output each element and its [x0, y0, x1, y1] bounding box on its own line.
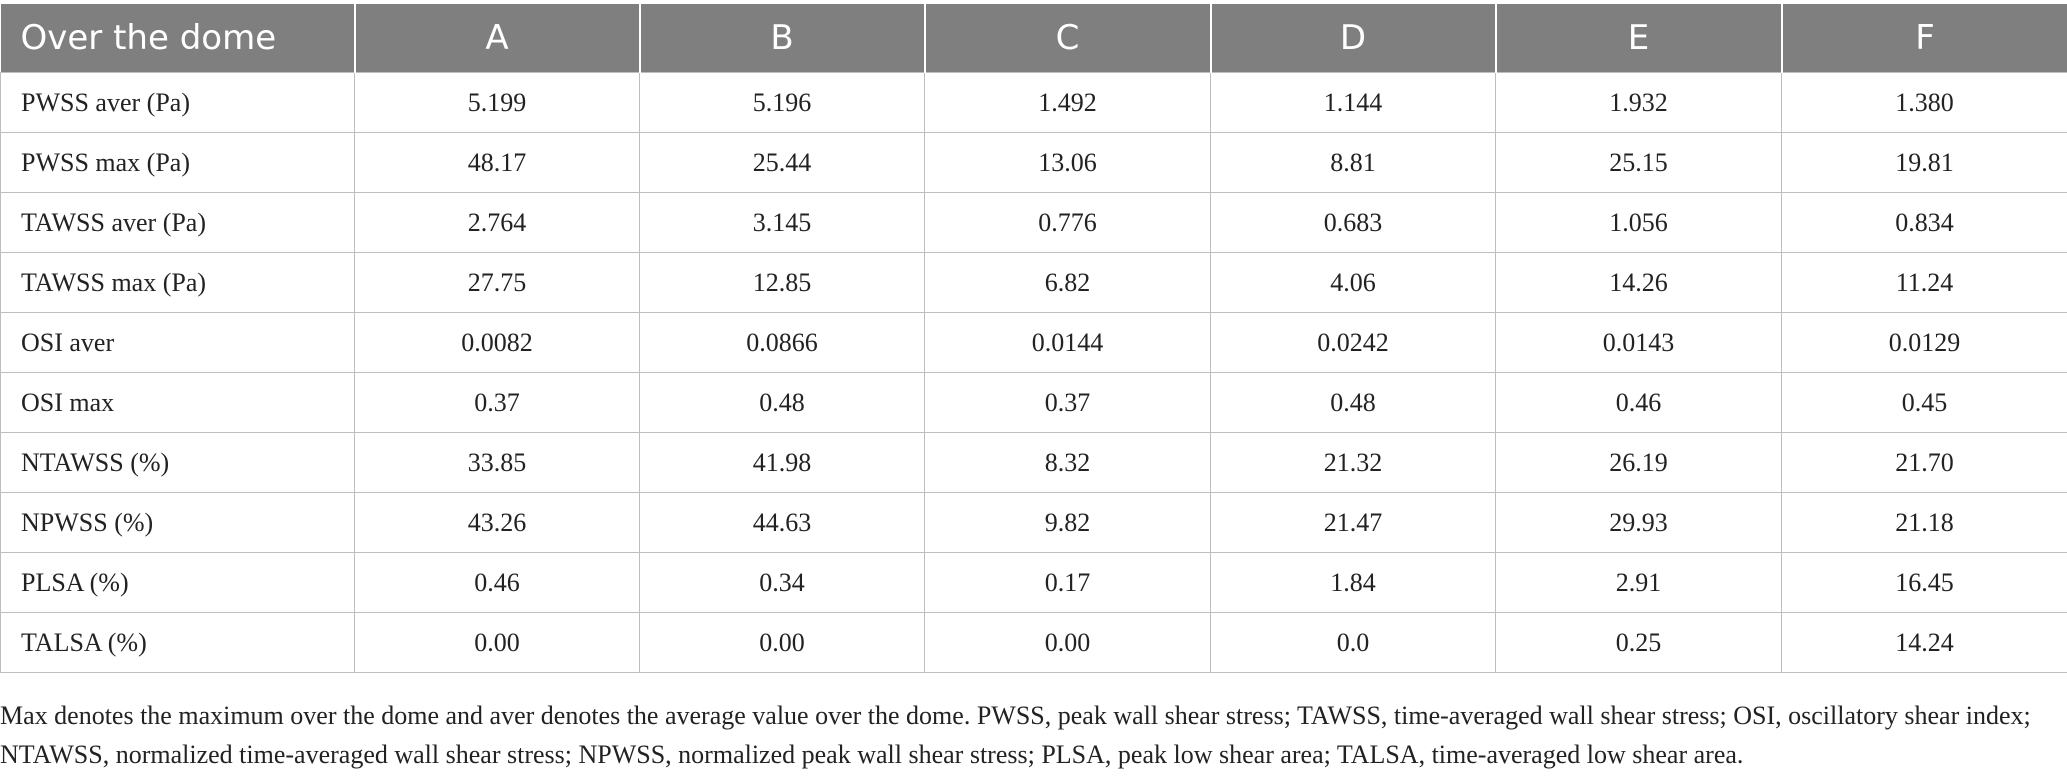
- column-header: B: [639, 4, 926, 73]
- table-row: PLSA (%) 0.46 0.34 0.17 1.84 2.91 16.45: [0, 552, 2067, 613]
- row-label: TALSA (%): [0, 612, 355, 673]
- table-container: Over the dome A B C D E F PWSS aver (Pa)…: [0, 4, 2067, 673]
- table-cell: 9.82: [924, 492, 1211, 553]
- table-cell: 0.37: [354, 372, 640, 433]
- table-cell: 0.46: [1495, 372, 1782, 433]
- table-cell: 1.144: [1210, 72, 1496, 133]
- table-cell: 0.0144: [924, 312, 1211, 373]
- table-cell: 25.15: [1495, 132, 1782, 193]
- table-cell: 25.44: [639, 132, 925, 193]
- table-cell: 13.06: [924, 132, 1211, 193]
- table-cell: 43.26: [354, 492, 640, 553]
- table-cell: 2.91: [1495, 552, 1782, 613]
- table-cell: 0.25: [1495, 612, 1782, 673]
- results-table: Over the dome A B C D E F PWSS aver (Pa)…: [0, 4, 2067, 673]
- table-cell: 5.199: [354, 72, 640, 133]
- table-cell: 0.0242: [1210, 312, 1496, 373]
- table-cell: 14.26: [1495, 252, 1782, 313]
- column-header: F: [1781, 4, 2067, 73]
- column-header: Over the dome: [0, 4, 356, 73]
- row-label: OSI max: [0, 372, 355, 433]
- row-label: TAWSS aver (Pa): [0, 192, 355, 253]
- row-label: PLSA (%): [0, 552, 355, 613]
- table-row: OSI aver 0.0082 0.0866 0.0144 0.0242 0.0…: [0, 312, 2067, 373]
- table-cell: 33.85: [354, 432, 640, 493]
- row-label: NPWSS (%): [0, 492, 355, 553]
- table-cell: 0.45: [1781, 372, 2067, 433]
- table-cell: 0.0866: [639, 312, 925, 373]
- table-row: TALSA (%) 0.00 0.00 0.00 0.0 0.25 14.24: [0, 612, 2067, 673]
- table-row: NPWSS (%) 43.26 44.63 9.82 21.47 29.93 2…: [0, 492, 2067, 553]
- table-cell: 1.492: [924, 72, 1211, 133]
- table-cell: 8.32: [924, 432, 1211, 493]
- table-cell: 0.00: [354, 612, 640, 673]
- column-header: C: [924, 4, 1212, 73]
- table-row: TAWSS max (Pa) 27.75 12.85 6.82 4.06 14.…: [0, 252, 2067, 313]
- table-cell: 5.196: [639, 72, 925, 133]
- table-cell: 26.19: [1495, 432, 1782, 493]
- table-cell: 0.48: [639, 372, 925, 433]
- row-label: PWSS max (Pa): [0, 132, 355, 193]
- table-cell: 21.18: [1781, 492, 2067, 553]
- table-cell: 12.85: [639, 252, 925, 313]
- table-cell: 21.47: [1210, 492, 1496, 553]
- table-cell: 14.24: [1781, 612, 2067, 673]
- table-cell: 0.0082: [354, 312, 640, 373]
- table-cell: 8.81: [1210, 132, 1496, 193]
- table-cell: 2.764: [354, 192, 640, 253]
- table-cell: 1.380: [1781, 72, 2067, 133]
- table-cell: 0.00: [639, 612, 925, 673]
- table-cell: 21.32: [1210, 432, 1496, 493]
- column-header: D: [1210, 4, 1497, 73]
- table-cell: 0.17: [924, 552, 1211, 613]
- table-cell: 4.06: [1210, 252, 1496, 313]
- table-cell: 1.056: [1495, 192, 1782, 253]
- table-cell: 1.932: [1495, 72, 1782, 133]
- table-cell: 0.0: [1210, 612, 1496, 673]
- row-label: OSI aver: [0, 312, 355, 373]
- table-cell: 0.48: [1210, 372, 1496, 433]
- row-label: TAWSS max (Pa): [0, 252, 355, 313]
- table-cell: 0.00: [924, 612, 1211, 673]
- table-cell: 29.93: [1495, 492, 1782, 553]
- table-cell: 0.683: [1210, 192, 1496, 253]
- table-row: TAWSS aver (Pa) 2.764 3.145 0.776 0.683 …: [0, 192, 2067, 253]
- table-cell: 1.84: [1210, 552, 1496, 613]
- table-cell: 0.37: [924, 372, 1211, 433]
- table-cell: 16.45: [1781, 552, 2067, 613]
- column-header: E: [1495, 4, 1783, 73]
- table-cell: 11.24: [1781, 252, 2067, 313]
- table-row: NTAWSS (%) 33.85 41.98 8.32 21.32 26.19 …: [0, 432, 2067, 493]
- row-label: PWSS aver (Pa): [0, 72, 355, 133]
- table-cell: 0.834: [1781, 192, 2067, 253]
- table-row: OSI max 0.37 0.48 0.37 0.48 0.46 0.45: [0, 372, 2067, 433]
- table-cell: 0.0143: [1495, 312, 1782, 373]
- table-cell: 0.776: [924, 192, 1211, 253]
- table-cell: 44.63: [639, 492, 925, 553]
- column-header: A: [354, 4, 641, 73]
- table-row: PWSS aver (Pa) 5.199 5.196 1.492 1.144 1…: [0, 72, 2067, 133]
- table-cell: 48.17: [354, 132, 640, 193]
- table-cell: 0.34: [639, 552, 925, 613]
- table-cell: 0.0129: [1781, 312, 2067, 373]
- row-label: NTAWSS (%): [0, 432, 355, 493]
- table-cell: 0.46: [354, 552, 640, 613]
- table-cell: 19.81: [1781, 132, 2067, 193]
- table-cell: 3.145: [639, 192, 925, 253]
- table-cell: 41.98: [639, 432, 925, 493]
- table-row: PWSS max (Pa) 48.17 25.44 13.06 8.81 25.…: [0, 132, 2067, 193]
- table-cell: 21.70: [1781, 432, 2067, 493]
- table-cell: 27.75: [354, 252, 640, 313]
- header-row: Over the dome A B C D E F: [0, 4, 2067, 73]
- table-cell: 6.82: [924, 252, 1211, 313]
- table-footnote: Max denotes the maximum over the dome an…: [0, 701, 2031, 769]
